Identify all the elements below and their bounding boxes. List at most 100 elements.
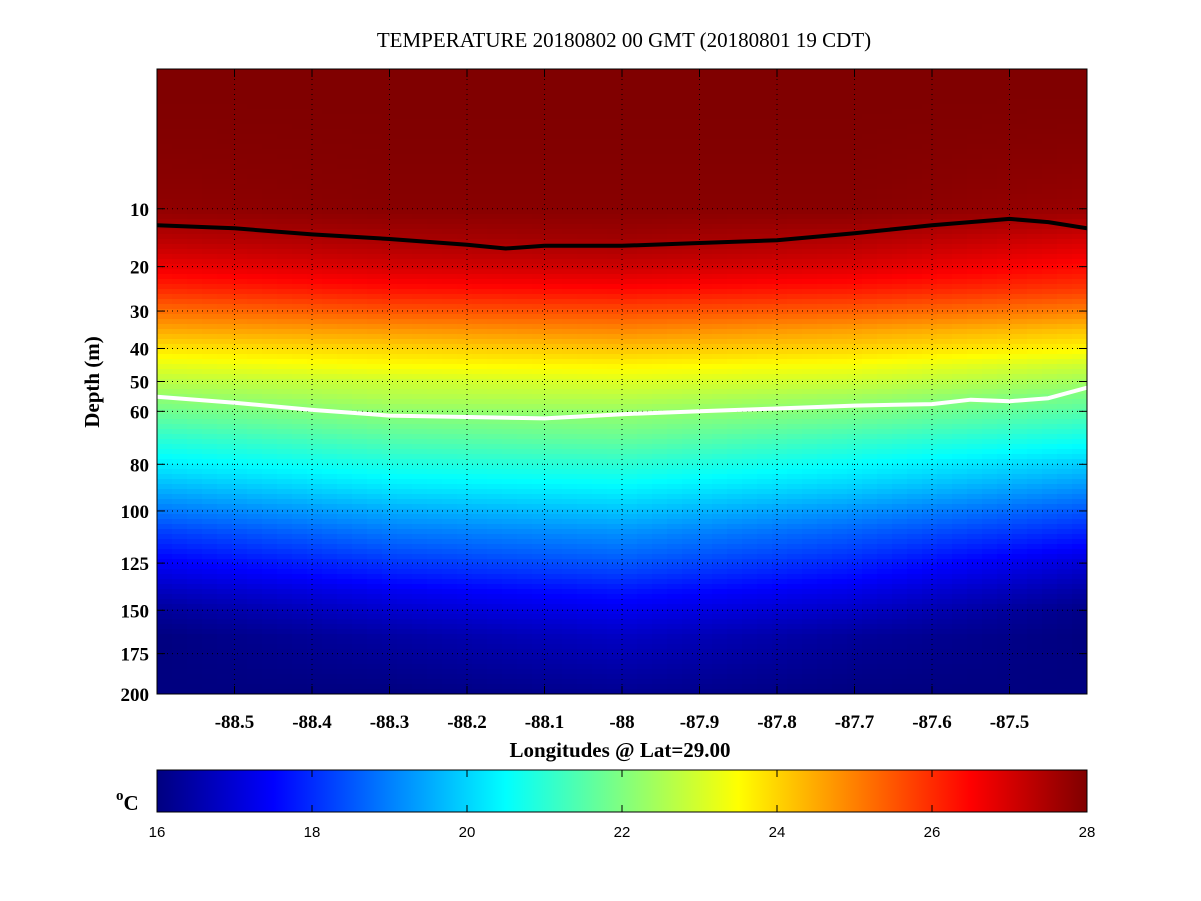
heatmap-cell [637,479,653,485]
heatmap-cell [472,529,488,535]
heatmap-cell [232,634,248,640]
heatmap-cell [202,279,218,285]
heatmap-cell [292,439,308,445]
heatmap-cell [502,334,518,340]
heatmap-cell [607,104,623,110]
heatmap-cell [742,654,758,660]
heatmap-cell [547,254,563,260]
heatmap-cell [712,334,728,340]
heatmap-cell [307,629,323,635]
heatmap-cell [607,234,623,240]
heatmap-cell [547,174,563,180]
heatmap-cell [607,384,623,390]
heatmap-cell [547,304,563,310]
heatmap-cell [247,154,263,160]
heatmap-cell [202,249,218,255]
heatmap-cell [382,94,398,100]
heatmap-cell [592,109,608,115]
heatmap-cell [217,564,233,570]
heatmap-cell [457,669,473,675]
heatmap-cell [262,294,278,300]
heatmap-cell [502,539,518,545]
heatmap-cell [382,84,398,90]
heatmap-cell [607,449,623,455]
heatmap-cell [307,294,323,300]
heatmap-cell [427,459,443,465]
heatmap-cell [427,404,443,410]
heatmap-cell [382,589,398,595]
heatmap-cell [682,639,698,645]
heatmap-cell [517,469,533,475]
heatmap-cell [322,164,338,170]
heatmap-cell [742,134,758,140]
heatmap-cell [352,349,368,355]
heatmap-cell [622,169,638,175]
heatmap-cell [397,214,413,220]
heatmap-cell [412,644,428,650]
heatmap-cell [412,689,428,694]
heatmap-cell [547,114,563,120]
heatmap-cell [202,259,218,265]
heatmap-cell [397,664,413,670]
heatmap-cell [397,424,413,430]
heatmap-cell [697,594,713,600]
heatmap-cell [157,219,173,225]
heatmap-cell [397,234,413,240]
heatmap-cell [472,639,488,645]
heatmap-cell [502,439,518,445]
heatmap-cell [742,169,758,175]
heatmap-cell [322,459,338,465]
heatmap-cell [232,69,248,75]
heatmap-cell [727,444,743,450]
heatmap-cell [562,139,578,145]
heatmap-cell [277,279,293,285]
heatmap-cell [157,169,173,175]
heatmap-cell [172,369,188,375]
heatmap-cell [472,629,488,635]
heatmap-cell [682,364,698,370]
heatmap-cell [442,344,458,350]
heatmap-cell [742,404,758,410]
heatmap-cell [157,249,173,255]
heatmap-cell [157,109,173,115]
heatmap-cell [517,434,533,440]
heatmap-cell [562,69,578,75]
heatmap-cell [187,369,203,375]
heatmap-cell [607,469,623,475]
heatmap-cell [322,294,338,300]
heatmap-cell [412,444,428,450]
heatmap-cell [442,459,458,465]
heatmap-cell [307,389,323,395]
heatmap-cell [547,384,563,390]
heatmap-cell [682,139,698,145]
heatmap-cell [502,94,518,100]
heatmap-cell [532,169,548,175]
heatmap-cell [457,169,473,175]
heatmap-cell [217,404,233,410]
heatmap-cell [667,119,683,125]
heatmap-cell [277,474,293,480]
heatmap-cell [502,204,518,210]
heatmap-cell [652,474,668,480]
heatmap-cell [322,104,338,110]
heatmap-cell [172,384,188,390]
heatmap-cell [277,234,293,240]
heatmap-cell [307,454,323,460]
heatmap-cell [652,669,668,675]
heatmap-cell [667,469,683,475]
heatmap-cell [637,449,653,455]
heatmap-cell [247,519,263,525]
heatmap-cell [712,449,728,455]
heatmap-cell [397,454,413,460]
heatmap-cell [292,329,308,335]
heatmap-cell [517,429,533,435]
heatmap-cell [352,564,368,570]
heatmap-cell [187,364,203,370]
heatmap-cell [337,144,353,150]
heatmap-cell [652,439,668,445]
heatmap-cell [742,129,758,135]
heatmap-cell [652,199,668,205]
heatmap-cell [457,154,473,160]
heatmap-cell [607,139,623,145]
heatmap-cell [472,254,488,260]
